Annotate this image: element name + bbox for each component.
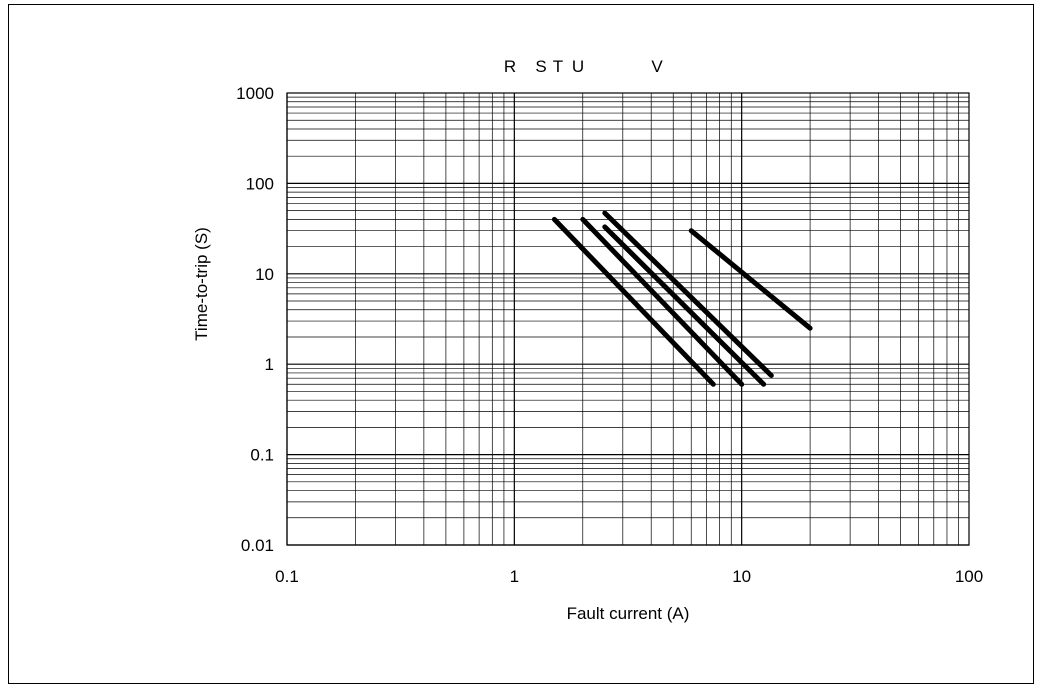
series-line-1	[551, 216, 716, 387]
x-tick-label: 0.1	[275, 567, 299, 586]
series-line-5	[688, 228, 813, 331]
chart-grid	[286, 93, 969, 546]
plot-area	[286, 92, 970, 546]
series-layer	[551, 210, 813, 387]
series-label: U	[572, 57, 584, 76]
series-label: T	[553, 57, 563, 76]
y-axis-label: Time-to-trip (S)	[192, 227, 211, 341]
x-tick-label: 1	[510, 567, 519, 586]
series-label: V	[651, 57, 663, 76]
x-tick-label: 100	[955, 567, 983, 586]
y-tick-label: 0.1	[250, 446, 274, 465]
series-line-3	[602, 224, 767, 387]
y-tick-label: 1	[265, 355, 274, 374]
series-line-2	[580, 216, 745, 387]
y-tick-label: 100	[246, 174, 274, 193]
series-label: R	[504, 57, 516, 76]
y-tick-label: 0.01	[241, 536, 274, 555]
y-tick-label: 1000	[236, 84, 274, 103]
series-label: S	[535, 57, 546, 76]
x-axis-label: Fault current (A)	[567, 604, 690, 623]
y-tick-label: 10	[255, 265, 274, 284]
series-line-4	[602, 210, 774, 378]
x-tick-label: 10	[732, 567, 751, 586]
